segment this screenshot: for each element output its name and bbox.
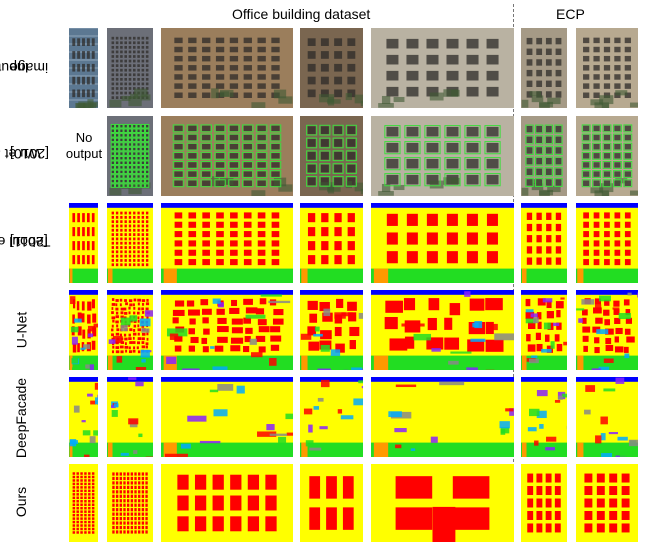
no-output-label: No output [65,130,103,161]
cell-ours-7 [576,464,638,542]
cell-unet-1 [69,290,98,370]
cell-teboul-1 [69,203,98,283]
row-label-ours: Ours [13,486,29,518]
cell-unet-5 [371,290,514,370]
cell-input-7 [576,28,638,108]
row-label-unet: U-Net [13,311,29,349]
cell-input-1 [69,28,98,108]
cell-ours-6 [521,464,567,542]
cell-input-4 [300,28,363,108]
cell-unet-7 [576,290,638,370]
cell-teboul-3 [161,203,293,283]
cell-input-5 [371,28,514,108]
cell-unet-2 [107,290,153,370]
row-label-deepfacade: DeepFacade [13,377,30,459]
header-ecp: ECP [556,6,585,22]
cell-teboul-5 [371,203,514,283]
cell-deep-1 [69,377,98,457]
cell-ours-3 [161,464,293,542]
cell-unet-3 [161,290,293,370]
cell-deep-4 [300,377,363,457]
cell-wu-5 [371,116,514,196]
cell-ours-5 [371,464,514,542]
cell-deep-5 [371,377,514,457]
cell-input-2 [107,28,153,108]
row-label-input-image: Input image [0,60,49,76]
header-office-dataset: Office building dataset [232,6,371,22]
cell-deep-2 [107,377,153,457]
cell-deep-3 [161,377,293,457]
row-label-wu-2010: Wu et al.[2010] [0,146,49,162]
cell-wu-7 [576,116,638,196]
cell-input-3 [161,28,293,108]
cell-ours-1 [69,464,98,542]
cell-ours-2 [107,464,153,542]
row-label-teboul-2011: Teboul et al.[2011] [0,234,51,250]
cell-teboul-4 [300,203,363,283]
cell-input-6 [521,28,567,108]
cell-wu-4 [300,116,363,196]
cell-unet-6 [521,290,567,370]
cell-wu-2 [107,116,153,196]
cell-wu-3 [161,116,293,196]
cell-teboul-2 [107,203,153,283]
cell-deep-6 [521,377,567,457]
cell-teboul-7 [576,203,638,283]
cell-teboul-6 [521,203,567,283]
cell-ours-4 [300,464,363,542]
cell-wu-6 [521,116,567,196]
cell-deep-7 [576,377,638,457]
cell-unet-4 [300,290,363,370]
